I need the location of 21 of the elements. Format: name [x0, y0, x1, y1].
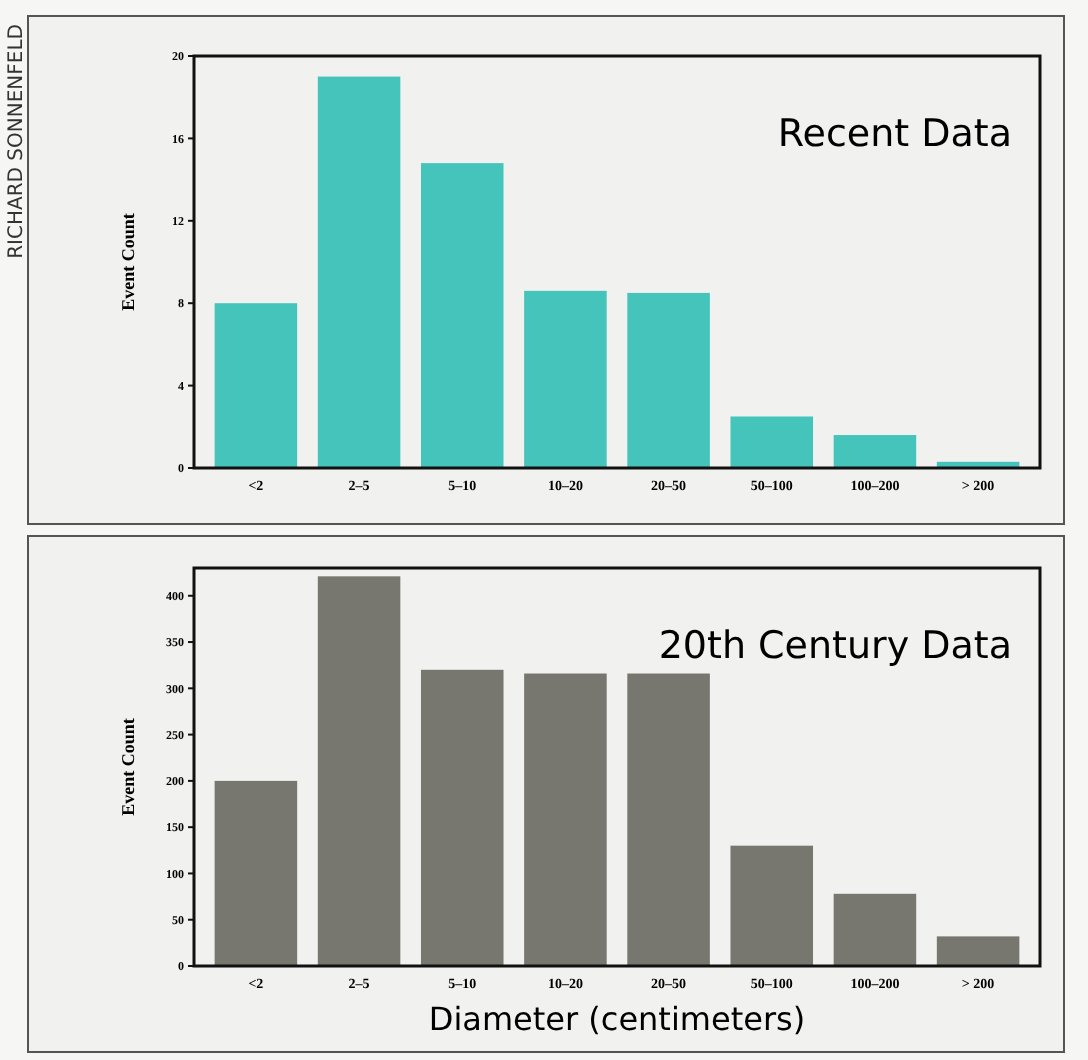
y-axis-title: Event Count	[118, 718, 138, 816]
text: Recent Data	[777, 112, 1012, 156]
bar	[936, 936, 1020, 966]
bar	[214, 780, 298, 966]
bar	[214, 303, 298, 468]
bar	[730, 416, 814, 468]
bar	[524, 290, 607, 468]
bar	[317, 76, 401, 468]
bar	[627, 673, 710, 966]
bar	[627, 292, 710, 468]
bar	[420, 669, 504, 966]
bar	[833, 893, 917, 966]
y-axis-title: Event Count	[118, 213, 138, 311]
text: RICHARD SONNENFELD	[6, 23, 28, 259]
bar	[317, 576, 401, 966]
bar	[524, 673, 607, 966]
x-axis-title: Diameter (centimeters)	[428, 1000, 806, 1038]
bar	[833, 435, 917, 468]
bar	[730, 845, 814, 966]
bar	[420, 163, 504, 468]
text: 20th Century Data	[658, 624, 1012, 668]
